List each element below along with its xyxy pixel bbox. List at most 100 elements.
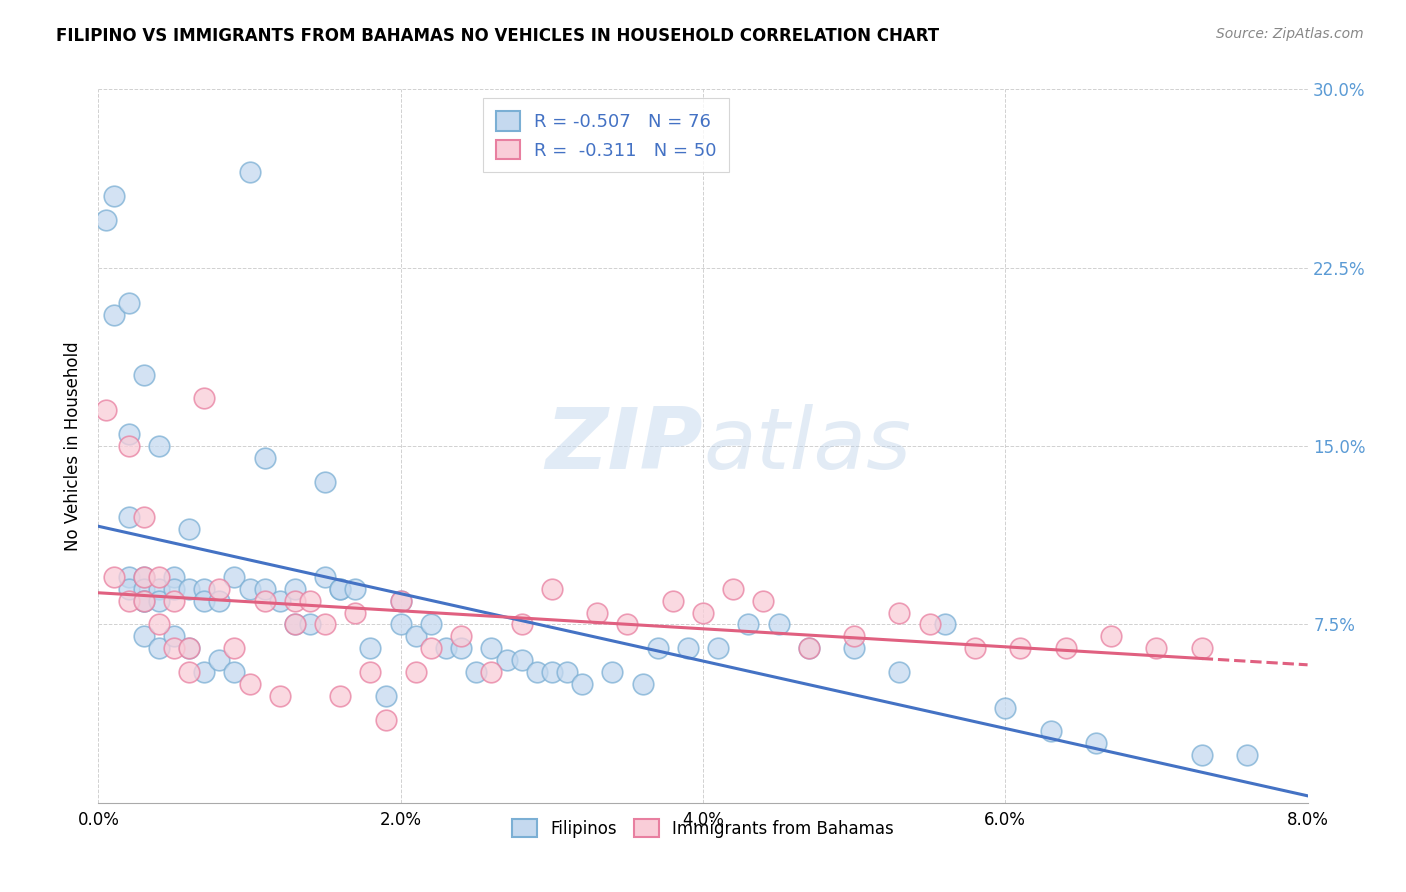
Point <box>450 641 472 656</box>
Point <box>239 582 262 596</box>
Point <box>284 582 307 596</box>
Point <box>148 641 170 656</box>
Point <box>179 665 201 679</box>
Point <box>163 582 186 596</box>
Point <box>329 582 352 596</box>
Point <box>631 677 654 691</box>
Point <box>1054 641 1077 656</box>
Point <box>132 510 155 524</box>
Point <box>374 689 396 703</box>
Point <box>132 368 155 382</box>
Point <box>132 582 155 596</box>
Point <box>94 403 117 417</box>
Point <box>481 665 503 679</box>
Y-axis label: No Vehicles in Household: No Vehicles in Household <box>65 341 83 551</box>
Point <box>299 593 322 607</box>
Point <box>405 665 427 679</box>
Point <box>889 606 911 620</box>
Point <box>737 617 759 632</box>
Point <box>420 617 443 632</box>
Point <box>103 308 125 322</box>
Point <box>253 582 276 596</box>
Point <box>284 617 307 632</box>
Point <box>797 641 820 656</box>
Point <box>495 653 517 667</box>
Point <box>768 617 790 632</box>
Point <box>253 450 276 465</box>
Point <box>1236 748 1258 763</box>
Point <box>193 665 215 679</box>
Point <box>676 641 699 656</box>
Point <box>329 689 352 703</box>
Point <box>420 641 443 656</box>
Point <box>934 617 956 632</box>
Point <box>797 641 820 656</box>
Point <box>179 641 201 656</box>
Point <box>465 665 488 679</box>
Text: Source: ZipAtlas.com: Source: ZipAtlas.com <box>1216 27 1364 41</box>
Point <box>239 677 262 691</box>
Point <box>118 510 141 524</box>
Point <box>1191 641 1213 656</box>
Point <box>118 593 141 607</box>
Point <box>208 582 231 596</box>
Point <box>269 593 291 607</box>
Point <box>314 475 336 489</box>
Point <box>163 570 186 584</box>
Point <box>1191 748 1213 763</box>
Point <box>450 629 472 643</box>
Legend: Filipinos, Immigrants from Bahamas: Filipinos, Immigrants from Bahamas <box>506 813 900 845</box>
Point <box>179 582 201 596</box>
Point <box>360 641 382 656</box>
Point <box>132 593 155 607</box>
Point <box>224 641 246 656</box>
Point <box>269 689 291 703</box>
Point <box>253 593 276 607</box>
Point <box>389 593 412 607</box>
Point <box>692 606 714 620</box>
Point <box>314 617 336 632</box>
Point <box>193 392 215 406</box>
Point <box>1099 629 1122 643</box>
Point <box>132 593 155 607</box>
Point <box>94 213 117 227</box>
Point <box>118 427 141 442</box>
Point <box>752 593 775 607</box>
Point <box>179 641 201 656</box>
Point <box>329 582 352 596</box>
Text: FILIPINO VS IMMIGRANTS FROM BAHAMAS NO VEHICLES IN HOUSEHOLD CORRELATION CHART: FILIPINO VS IMMIGRANTS FROM BAHAMAS NO V… <box>56 27 939 45</box>
Point <box>571 677 593 691</box>
Point <box>1085 736 1108 750</box>
Point <box>132 593 155 607</box>
Point <box>208 593 231 607</box>
Point <box>510 653 533 667</box>
Point <box>405 629 427 643</box>
Point <box>555 665 578 679</box>
Point <box>602 665 624 679</box>
Point <box>344 582 367 596</box>
Point <box>540 665 562 679</box>
Point <box>647 641 669 656</box>
Point <box>148 582 170 596</box>
Point <box>132 570 155 584</box>
Point <box>148 570 170 584</box>
Point <box>844 629 866 643</box>
Point <box>918 617 941 632</box>
Point <box>239 165 262 179</box>
Point <box>1010 641 1032 656</box>
Point <box>540 582 562 596</box>
Point <box>132 570 155 584</box>
Point <box>526 665 548 679</box>
Point <box>481 641 503 656</box>
Text: ZIP: ZIP <box>546 404 703 488</box>
Point <box>299 617 322 632</box>
Point <box>118 296 141 310</box>
Point <box>284 593 307 607</box>
Point <box>994 700 1017 714</box>
Point <box>163 629 186 643</box>
Point <box>1039 724 1062 739</box>
Point <box>118 439 141 453</box>
Point <box>118 570 141 584</box>
Point <box>434 641 457 656</box>
Point <box>374 713 396 727</box>
